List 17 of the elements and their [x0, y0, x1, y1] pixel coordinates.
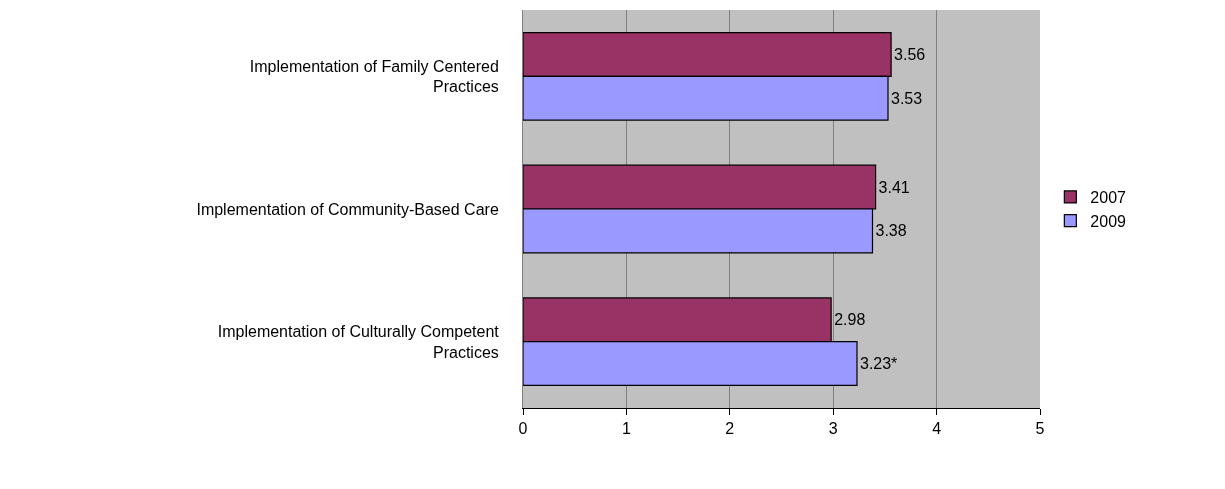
x-tick-label: 5	[1035, 420, 1045, 438]
y-tick-label: Implementation of Culturally Competent Practices	[217, 322, 500, 361]
x-tick-label: 4	[932, 420, 942, 438]
x-tick-label: 2	[725, 420, 735, 438]
data-label: 2.98	[834, 311, 866, 329]
data-label: 3.41	[878, 178, 910, 196]
legend-label: 2009	[1090, 212, 1127, 230]
x-tick-label: 1	[621, 420, 631, 438]
data-label: 3.56	[894, 45, 926, 63]
legend-label: 2007	[1090, 189, 1127, 207]
data-label: 3.38	[875, 222, 907, 240]
y-tick-label: Implementation of Family Centered Practices	[249, 57, 499, 96]
x-tick-label: 0	[518, 420, 528, 438]
data-label: 3.23*	[859, 355, 898, 373]
x-tick-label: 3	[828, 420, 838, 438]
y-tick-label: Implementation of Community-Based Care	[196, 200, 499, 218]
data-label: 3.53	[891, 89, 923, 107]
